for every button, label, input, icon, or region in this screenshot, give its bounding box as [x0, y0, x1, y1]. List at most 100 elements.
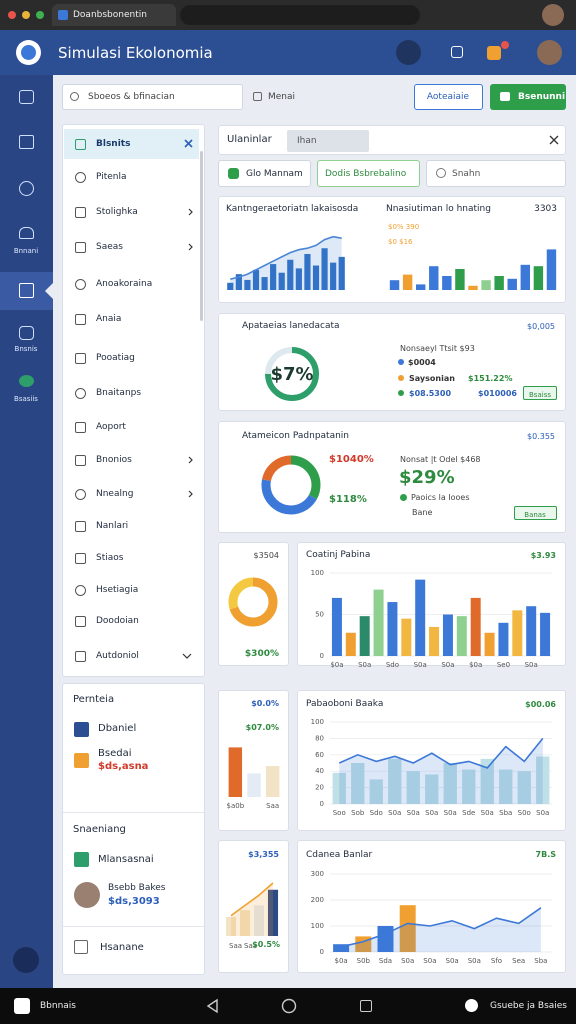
panel-section: Snaeniang: [73, 824, 126, 835]
search-box[interactable]: [62, 84, 243, 110]
menu-item[interactable]: Pooatiag: [96, 353, 135, 363]
donut-label: $118%: [329, 494, 367, 505]
menu-item[interactable]: Anoakoraina: [96, 279, 153, 289]
filter-button[interactable]: [426, 160, 566, 187]
side-title: Nonsat |t Odel $468: [400, 455, 481, 464]
donut-center: $7%: [270, 364, 314, 385]
legend-label: $08.5300: [409, 389, 452, 398]
side-note: Paoics la Iooes: [411, 493, 470, 502]
secondary-button[interactable]: [414, 84, 483, 110]
close-icon: [184, 139, 193, 148]
app-title: Simulasi Ekolonomia: [58, 44, 213, 62]
filter-label: Snahn: [452, 169, 481, 179]
menu-button[interactable]: Menai: [268, 92, 296, 102]
app-header: Simulasi Ekolonomia: [0, 30, 576, 75]
menu-item[interactable]: Pitenla: [96, 172, 127, 182]
menu-item[interactable]: Blsnits: [96, 139, 131, 149]
menu-item[interactable]: Bnonios: [96, 455, 132, 465]
menu-item[interactable]: Stolighka: [96, 207, 138, 217]
contact-name[interactable]: Bsebb Bakes: [108, 883, 166, 893]
profile-avatar[interactable]: [542, 4, 564, 26]
chart-total: $00.06: [525, 700, 556, 709]
menu-item[interactable]: Nnealng: [96, 489, 134, 499]
card: [297, 690, 566, 831]
menu-item-active[interactable]: [64, 129, 199, 159]
chart-note: $0% 390: [388, 223, 420, 231]
menu-icon: [75, 388, 86, 399]
chevron: [188, 243, 193, 251]
mini-value: $3504: [253, 551, 279, 560]
side-button[interactable]: [514, 506, 557, 520]
menu-item[interactable]: Nanlari: [96, 521, 129, 531]
card: [218, 690, 289, 831]
menu-icon: [75, 422, 86, 433]
menu-item[interactable]: Bnaitanps: [96, 388, 142, 398]
system-buttons[interactable]: [205, 998, 335, 1014]
chevron: [188, 208, 193, 216]
menu-icon: [75, 207, 86, 218]
legend-value: $151.22%: [468, 373, 513, 383]
card: [297, 840, 566, 973]
menu-item[interactable]: Aoport: [96, 422, 126, 432]
secondary-button-label: Aoteaiaie: [426, 92, 470, 102]
badge[interactable]: [523, 386, 557, 400]
chart-title: Cdanea Banlar: [306, 850, 373, 860]
chevron: [182, 653, 192, 659]
menu-icon: [75, 172, 86, 183]
chart-title: Nnasiutiman lo hnating: [386, 204, 491, 214]
side-panel: Pernteia Dbaniel Bsedai $ds,asna Snaenia…: [62, 683, 205, 975]
rail-label[interactable]: Bnsnis: [14, 345, 38, 353]
chart-total: 7B.S: [535, 850, 556, 859]
side-value: $29%: [399, 467, 455, 488]
rail-menu[interactable]: [13, 947, 39, 973]
panel-title: Pernteia: [73, 694, 115, 705]
tab-active[interactable]: [287, 130, 369, 152]
panel-item[interactable]: Dbaniel: [98, 723, 137, 734]
menu-icon: [75, 455, 86, 466]
nav-label[interactable]: Bbnnais: [40, 1001, 76, 1011]
browser-tab[interactable]: [52, 4, 176, 26]
chart-title: Coatinj Pabina: [306, 550, 371, 560]
filter-button[interactable]: [317, 160, 420, 187]
menu-item[interactable]: Saeas: [96, 242, 123, 252]
legend-dot: [398, 374, 404, 381]
legend-dot: [398, 390, 404, 396]
search-icon[interactable]: [451, 46, 463, 58]
menu-item[interactable]: Stiaos: [96, 553, 124, 563]
panel-item[interactable]: Bsedai: [98, 748, 132, 759]
contact-name[interactable]: Mlansasnai: [98, 854, 154, 865]
rail-active[interactable]: [0, 272, 53, 310]
menu-icon: [75, 242, 86, 253]
legend-value: $010006: [478, 389, 517, 398]
legend-label: Saysonian: [409, 373, 455, 383]
menu-item[interactable]: Autdoniol: [96, 651, 139, 661]
rail-label[interactable]: Bsasiis: [14, 395, 38, 403]
nav-label[interactable]: Gsuebe ja Bsaies: [490, 1001, 567, 1011]
menu-icon: [75, 553, 86, 564]
notifications[interactable]: [487, 46, 501, 60]
chart-total: $0,005: [527, 322, 555, 331]
menu-item[interactable]: Doodoian: [96, 616, 139, 626]
panel-footer[interactable]: Hsanane: [100, 942, 144, 953]
browser-bar: Doanbsbonentin: [0, 0, 576, 30]
filter-label: Glo Mannam: [246, 169, 303, 179]
chart-title: Kantngeraetoriatn lakaisosda: [226, 204, 359, 214]
chart-total: $0.355: [527, 432, 555, 441]
menu-panel: Blsnits Pitenla Stolighka Saeas Anoakoraina A…: [62, 124, 205, 677]
close-icon[interactable]: [549, 135, 559, 145]
nav-rail: Bnnani Bnsnis Bsasiis: [0, 75, 53, 988]
recents-button[interactable]: [360, 1000, 372, 1012]
tab[interactable]: Ihan: [297, 136, 317, 146]
user-button[interactable]: [396, 40, 421, 65]
search-placeholder: Sboeos & bfinacian: [88, 92, 175, 102]
menu-item[interactable]: Hsetiagia: [96, 585, 139, 595]
tab-bar: Ulaninlar Ihan: [218, 125, 566, 155]
chart-title: Apataeias lanedacata: [242, 321, 340, 331]
user-avatar[interactable]: [537, 40, 562, 65]
menu-icon: [75, 279, 86, 290]
address-bar[interactable]: [180, 5, 420, 25]
menu-item[interactable]: Anaia: [96, 314, 122, 324]
rail-label[interactable]: Bnnani: [13, 247, 39, 255]
tab[interactable]: Ulaninlar: [227, 134, 272, 145]
